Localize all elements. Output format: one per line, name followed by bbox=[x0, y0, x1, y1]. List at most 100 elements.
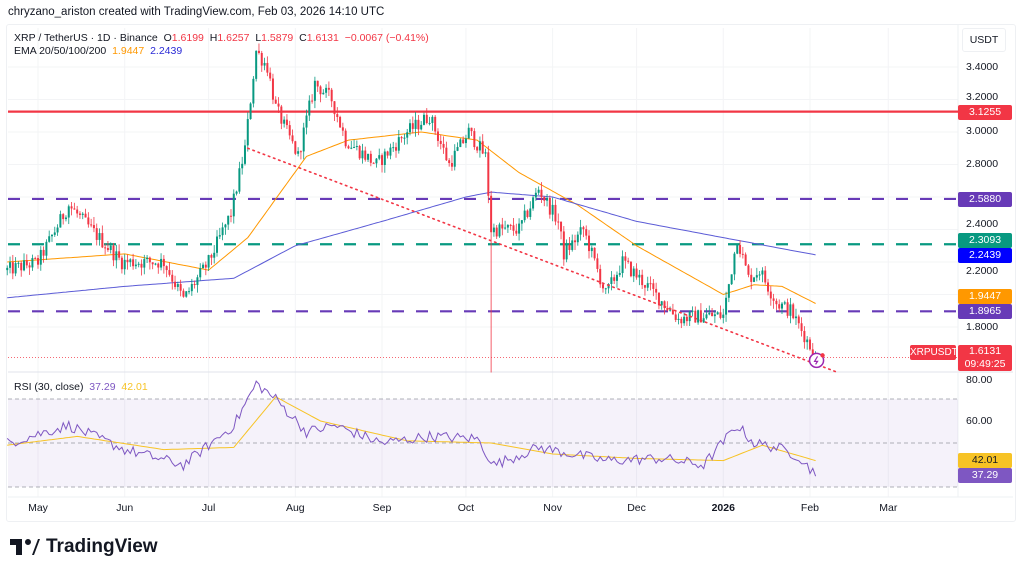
candle-body bbox=[526, 210, 529, 217]
candle-body bbox=[806, 339, 809, 343]
candle-body bbox=[123, 259, 126, 270]
candle-body bbox=[361, 150, 364, 159]
candle-body bbox=[196, 277, 199, 286]
candle-body bbox=[453, 150, 456, 167]
candle-body bbox=[417, 119, 420, 130]
candle-body bbox=[808, 339, 811, 350]
last-price: 1.6131 bbox=[968, 345, 1002, 357]
candle-body bbox=[431, 116, 434, 123]
lightning-icon bbox=[808, 352, 825, 369]
candle-body bbox=[582, 227, 585, 230]
high-value: 1.6257 bbox=[217, 32, 250, 44]
candle-body bbox=[655, 288, 658, 293]
candle-body bbox=[386, 151, 389, 156]
candle-body bbox=[23, 260, 26, 271]
candle-body bbox=[464, 138, 467, 144]
candle-body bbox=[109, 245, 112, 251]
tradingview-logo[interactable]: TradingView bbox=[10, 536, 158, 558]
candle-body bbox=[381, 155, 384, 165]
candle-body bbox=[495, 227, 498, 237]
candle-body bbox=[554, 204, 557, 222]
candle-body bbox=[95, 228, 98, 240]
candle-body bbox=[308, 100, 311, 116]
candle-body bbox=[67, 206, 70, 218]
ema-legend: EMA 20/50/100/200 1.9447 2.2439 bbox=[14, 45, 182, 57]
candle-body bbox=[48, 236, 51, 242]
candle-body bbox=[613, 277, 616, 281]
candle-body bbox=[137, 263, 140, 265]
price-tick: 2.4000 bbox=[966, 218, 999, 230]
candle-body bbox=[151, 262, 154, 265]
candle-body bbox=[697, 310, 700, 323]
candle-body bbox=[176, 284, 179, 287]
candle-body bbox=[400, 137, 403, 139]
candle-body bbox=[546, 198, 549, 201]
candle-body bbox=[358, 145, 361, 159]
candle-body bbox=[238, 168, 241, 192]
candle-body bbox=[383, 151, 386, 165]
candle-body bbox=[722, 314, 725, 318]
rsi-label[interactable]: RSI (30, close) bbox=[14, 381, 84, 393]
candle-body bbox=[786, 302, 789, 316]
candle-body bbox=[263, 62, 266, 66]
last-price-badge: 1.6131 09:49:25 bbox=[958, 345, 1012, 371]
candle-body bbox=[218, 235, 221, 237]
candle-body bbox=[271, 78, 274, 100]
ema-label[interactable]: EMA 20/50/100/200 bbox=[14, 45, 107, 57]
candle-body bbox=[367, 153, 370, 160]
candle-body bbox=[624, 256, 627, 261]
candle-body bbox=[425, 114, 428, 124]
candle-body bbox=[297, 151, 300, 154]
month-label: Dec bbox=[627, 502, 646, 514]
month-label: Aug bbox=[285, 502, 305, 514]
candle-body bbox=[800, 323, 803, 331]
candle-body bbox=[699, 310, 702, 323]
candle-body bbox=[711, 312, 714, 317]
candle-body bbox=[414, 119, 417, 129]
candle-body bbox=[680, 318, 683, 324]
candle-body bbox=[140, 263, 143, 268]
candle-body bbox=[188, 291, 191, 293]
candle-body bbox=[509, 224, 512, 226]
candle-body bbox=[641, 274, 644, 286]
candle-body bbox=[764, 270, 767, 283]
candle-body bbox=[747, 265, 750, 275]
candle-body bbox=[76, 209, 79, 214]
candle-body bbox=[288, 125, 291, 136]
month-label: Nov bbox=[543, 502, 562, 514]
candle-body bbox=[537, 189, 540, 193]
candle-body bbox=[532, 197, 535, 209]
candle-body bbox=[520, 220, 523, 224]
price-tick: 3.2000 bbox=[966, 91, 999, 103]
candle-body bbox=[473, 131, 476, 148]
candle-body bbox=[249, 103, 252, 120]
candle-body bbox=[372, 162, 375, 164]
candle-body bbox=[165, 266, 168, 271]
candle-body bbox=[132, 259, 135, 267]
candle-body bbox=[37, 258, 39, 265]
symbol-legend: XRP / TetherUS · 1D · Binance O1.6199 H1… bbox=[14, 32, 429, 44]
candle-body bbox=[677, 318, 680, 320]
price-tick: 3.0000 bbox=[966, 125, 999, 137]
candle-body bbox=[174, 281, 177, 287]
rsi-ma-badge: 42.01 bbox=[958, 453, 1012, 468]
candle-body bbox=[674, 314, 677, 320]
candle-body bbox=[199, 268, 202, 278]
candle-body bbox=[663, 301, 666, 309]
candle-body bbox=[515, 230, 518, 234]
ema-orange-badge: 1.9447 bbox=[958, 289, 1012, 304]
symbol-title[interactable]: XRP / TetherUS · 1D · Binance bbox=[14, 32, 158, 44]
rsi-ma-value: 42.01 bbox=[121, 381, 148, 393]
price-tick: 3.4000 bbox=[966, 61, 999, 73]
candle-body bbox=[694, 310, 697, 323]
candle-body bbox=[182, 290, 185, 297]
candle-body bbox=[305, 115, 308, 128]
candle-body bbox=[730, 274, 733, 285]
candle-body bbox=[411, 123, 414, 129]
candle-body bbox=[280, 106, 283, 124]
currency-button[interactable]: USDT bbox=[962, 28, 1006, 52]
candle-body bbox=[269, 72, 272, 79]
candle-body bbox=[266, 62, 269, 73]
candle-body bbox=[615, 274, 618, 281]
